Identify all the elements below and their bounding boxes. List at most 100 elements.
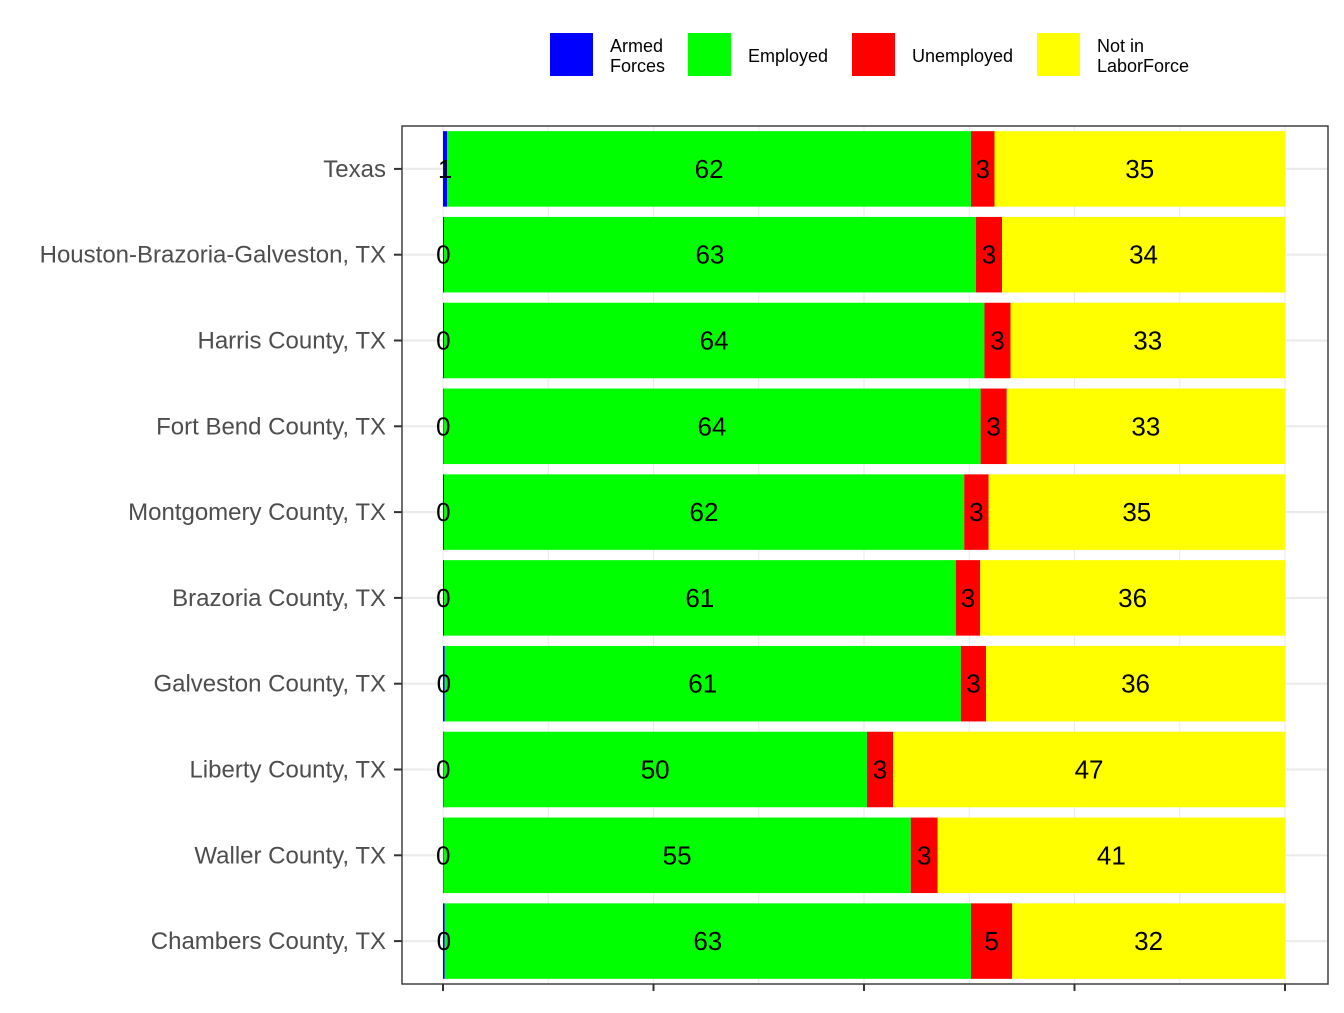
data-label-unemployed: 3 bbox=[917, 840, 931, 870]
legend-label-not-in-laborforce: Not in LaborForce bbox=[1097, 36, 1189, 76]
y-axis-label: Liberty County, TX bbox=[189, 757, 386, 784]
data-label-employed: 50 bbox=[641, 755, 670, 785]
data-label-unemployed: 3 bbox=[873, 755, 887, 785]
bar-not-in-laborforce bbox=[1012, 903, 1285, 979]
data-label-not-in-laborforce: 33 bbox=[1133, 326, 1162, 356]
bar-employed bbox=[443, 560, 956, 636]
data-label-unemployed: 3 bbox=[986, 411, 1000, 441]
bar-armed-forces bbox=[443, 302, 445, 379]
data-label-employed: 64 bbox=[698, 411, 727, 441]
legend-label-line: Forces bbox=[610, 56, 665, 76]
y-axis-label: Brazoria County, TX bbox=[172, 585, 386, 612]
data-label-armed-forces: 0 bbox=[437, 926, 451, 956]
data-label-armed-forces: 0 bbox=[436, 755, 450, 785]
bar-armed-forces bbox=[443, 903, 445, 979]
data-label-employed: 63 bbox=[695, 240, 724, 270]
data-label-armed-forces: 1 bbox=[438, 154, 452, 184]
bar-employed bbox=[443, 817, 911, 894]
data-label-employed: 62 bbox=[695, 154, 724, 184]
bar-unemployed bbox=[970, 903, 1013, 979]
legend-label-line: Not in bbox=[1097, 36, 1144, 56]
bar-employed bbox=[443, 302, 985, 379]
bar-not-in-laborforce bbox=[893, 731, 1285, 808]
bar-unemployed bbox=[955, 560, 981, 636]
data-label-not-in-laborforce: 33 bbox=[1131, 411, 1160, 441]
bar-not-in-laborforce bbox=[986, 645, 1285, 722]
y-axis-label: Chambers County, TX bbox=[151, 928, 386, 955]
bar-unemployed bbox=[984, 302, 1011, 379]
bar-employed bbox=[443, 388, 981, 465]
data-label-unemployed: 3 bbox=[969, 497, 983, 527]
bar-not-in-laborforce bbox=[1010, 302, 1285, 379]
data-label-not-in-laborforce: 35 bbox=[1122, 497, 1151, 527]
bar-armed-forces bbox=[443, 645, 445, 722]
y-axis-label: Waller County, TX bbox=[194, 842, 386, 869]
bar-unemployed bbox=[964, 474, 989, 550]
legend-key-not-in-laborforce bbox=[1037, 33, 1080, 76]
data-label-armed-forces: 0 bbox=[437, 669, 451, 699]
data-label-not-in-laborforce: 47 bbox=[1075, 755, 1104, 785]
bar-armed-forces bbox=[443, 474, 445, 550]
x-axis bbox=[442, 984, 1286, 991]
bar-not-in-laborforce bbox=[1002, 216, 1285, 293]
data-label-employed: 61 bbox=[688, 669, 717, 699]
y-axis-label: Galveston County, TX bbox=[153, 671, 386, 698]
bar-unemployed bbox=[970, 131, 995, 207]
bar-armed-forces bbox=[443, 216, 445, 293]
bar-not-in-laborforce bbox=[980, 560, 1285, 636]
bar-not-in-laborforce bbox=[937, 817, 1285, 894]
data-label-not-in-laborforce: 36 bbox=[1121, 669, 1150, 699]
bar-employed bbox=[447, 131, 971, 207]
data-label-employed: 62 bbox=[690, 497, 719, 527]
bar-unemployed bbox=[960, 645, 987, 722]
data-label-not-in-laborforce: 32 bbox=[1134, 926, 1163, 956]
data-labels: 1 62 3 350 63 3 340 64 3 330 64 3 330 62 3 350 61 3 360 61 3… bbox=[436, 154, 1163, 956]
legend-key-employed bbox=[688, 33, 731, 76]
y-axis: Texas Houston-Brazoria-Galveston, TX Harri… bbox=[40, 156, 402, 955]
data-label-not-in-laborforce: 36 bbox=[1118, 583, 1147, 613]
data-label-employed: 64 bbox=[700, 326, 729, 356]
legend-label-armed-forces: Armed Forces bbox=[610, 36, 665, 76]
legend-key-unemployed bbox=[852, 33, 895, 76]
data-label-unemployed: 3 bbox=[982, 240, 996, 270]
y-axis-label: Texas bbox=[323, 156, 386, 183]
legend-label-line: Armed bbox=[610, 36, 663, 56]
data-label-armed-forces: 0 bbox=[436, 840, 450, 870]
y-axis-label: Harris County, TX bbox=[198, 328, 387, 355]
bar-employed bbox=[443, 731, 867, 808]
bar-armed-forces bbox=[443, 560, 445, 636]
data-label-employed: 63 bbox=[693, 926, 722, 956]
data-label-unemployed: 3 bbox=[975, 154, 989, 184]
bar-not-in-laborforce bbox=[1006, 388, 1285, 465]
bar-employed bbox=[443, 474, 965, 550]
bar-employed bbox=[444, 903, 971, 979]
y-axis-label: Montgomery County, TX bbox=[128, 499, 386, 526]
data-label-armed-forces: 0 bbox=[436, 583, 450, 613]
legend: Armed Forces Employed Unemployed Not in Labor… bbox=[550, 33, 1189, 76]
y-axis-label: Houston-Brazoria-Galveston, TX bbox=[40, 242, 386, 269]
bar-unemployed bbox=[910, 817, 938, 894]
y-axis-label: Fort Bend County, TX bbox=[156, 413, 386, 440]
bar-unemployed bbox=[975, 216, 1003, 293]
data-label-armed-forces: 0 bbox=[436, 411, 450, 441]
data-label-not-in-laborforce: 41 bbox=[1097, 840, 1126, 870]
legend-key-armed-forces bbox=[550, 33, 593, 76]
bar-unemployed bbox=[866, 731, 894, 808]
legend-label-unemployed: Unemployed bbox=[912, 46, 1013, 66]
data-label-unemployed: 3 bbox=[990, 326, 1004, 356]
data-label-not-in-laborforce: 35 bbox=[1125, 154, 1154, 184]
legend-label-employed: Employed bbox=[748, 46, 828, 66]
data-label-unemployed: 3 bbox=[966, 669, 980, 699]
bar-not-in-laborforce bbox=[988, 474, 1285, 550]
data-label-employed: 61 bbox=[685, 583, 714, 613]
bar-employed bbox=[443, 216, 976, 293]
bars bbox=[443, 131, 1285, 979]
bar-unemployed bbox=[980, 388, 1007, 465]
bar-not-in-laborforce bbox=[994, 131, 1285, 207]
data-label-armed-forces: 0 bbox=[436, 326, 450, 356]
data-label-unemployed: 5 bbox=[984, 926, 998, 956]
bar-armed-forces bbox=[443, 131, 448, 207]
bar-employed bbox=[444, 645, 961, 722]
